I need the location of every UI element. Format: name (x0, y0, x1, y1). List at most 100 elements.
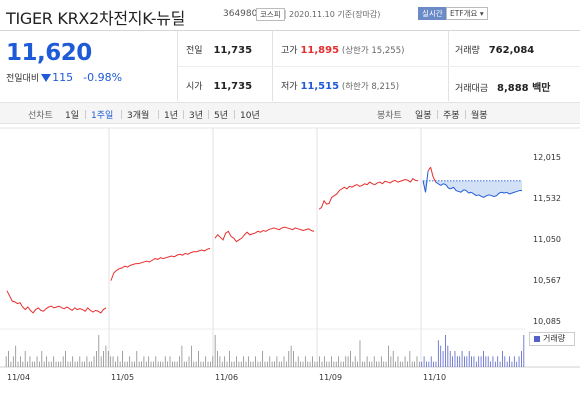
x-tick-label: 11/04 (7, 373, 30, 382)
chart-grid (0, 127, 580, 368)
price-segment (422, 180, 427, 193)
y-tick-label: 10,567 (533, 276, 561, 285)
price-segment (458, 190, 462, 193)
date-text: 2020.11.10 기준(장마감) (289, 10, 381, 19)
price-segment (427, 166, 432, 172)
volume-legend-label: 거래량 (543, 334, 566, 343)
period-1y[interactable]: 1년 (164, 111, 179, 121)
volume-value: 762,084 (488, 45, 535, 56)
high-label: 고가 (281, 46, 298, 56)
period-1w[interactable]: 1주일 (91, 111, 114, 121)
price-segment (470, 191, 475, 195)
price-segment (511, 191, 515, 194)
stock-code: 364980 (223, 9, 258, 19)
period-10y[interactable]: 10년 (240, 111, 260, 121)
divider (0, 30, 580, 31)
divider (121, 110, 122, 119)
low-cell: 저가 11,515 (하한가 8,215) (281, 79, 399, 92)
period-1d[interactable]: 1일 (65, 111, 80, 121)
price-segment (425, 170, 429, 193)
volume-legend-swatch (534, 336, 540, 342)
price-segment (496, 192, 500, 197)
price-segment (430, 167, 434, 178)
price-line-11/04 (6, 290, 107, 314)
price-segment (468, 191, 472, 194)
y-tick-label: 11,050 (533, 235, 561, 244)
divider (178, 66, 580, 67)
y-tick-label: 10,085 (533, 317, 561, 326)
price-segment (443, 183, 447, 186)
below-reference-fill (423, 180, 522, 198)
prev-close-cell: 전일 11,735 (186, 43, 252, 56)
y-tick-label: 12,015 (533, 153, 561, 162)
price-segment (432, 176, 437, 183)
period-5y[interactable]: 5년 (214, 111, 229, 121)
divider (177, 31, 178, 101)
price-segment (506, 191, 510, 195)
market-badge: 코스피 (256, 8, 285, 21)
price-line-11/09 (318, 177, 419, 210)
price-segment (514, 190, 518, 193)
x-tick-label: 11/05 (111, 373, 134, 382)
price-segment (504, 191, 507, 194)
divider (465, 110, 466, 119)
divider (437, 110, 438, 119)
candle-chart-label: 봉차트 (377, 111, 402, 121)
realtime-button[interactable]: 실시간 (418, 7, 447, 20)
price-segment (501, 191, 505, 194)
price-segment (450, 186, 454, 190)
candle-monthly[interactable]: 월봉 (471, 111, 488, 121)
amount-value: 8,888 백만 (497, 83, 551, 94)
price-segment (493, 195, 497, 197)
x-tick-label: 11/09 (319, 373, 342, 382)
price-segment (463, 189, 467, 192)
divider (158, 110, 159, 119)
period-bar: 선차트 1일 1주일 3개월 1년 3년 5년 10년 봉차트 일봉 주봉 월봉 (0, 102, 580, 124)
price-segment (483, 195, 487, 198)
open-cell: 시가 11,735 (186, 79, 252, 92)
volume-legend: 거래량 (529, 332, 575, 346)
period-3m[interactable]: 3개월 (127, 111, 150, 121)
stock-name[interactable]: TIGER KRX2차전지K-뉴딜 (6, 9, 186, 28)
price-line-11/05 (110, 247, 211, 281)
x-tick-label: 11/06 (215, 373, 238, 382)
price-segment (437, 183, 442, 186)
candle-daily[interactable]: 일봉 (415, 111, 432, 121)
price-lines (6, 166, 522, 314)
low-label: 저가 (281, 82, 298, 92)
price-segment (488, 194, 492, 197)
price-segment (435, 181, 439, 185)
volume-label: 거래량 (455, 46, 480, 56)
price-segment (491, 195, 495, 197)
candle-weekly[interactable]: 주봉 (443, 111, 460, 121)
current-price: 11,620 (6, 40, 92, 66)
divider-icon (285, 10, 287, 19)
volume-cell: 거래량 762,084 (455, 43, 534, 56)
y-tick-label: 11,532 (533, 194, 561, 203)
price-segment (455, 190, 459, 192)
low-value: 11,515 (300, 81, 340, 92)
price-segment (473, 193, 477, 197)
change-value: 115 (52, 71, 74, 84)
amount-cell: 거래대금 8,888 백만 (455, 79, 551, 94)
high-value: 11,895 (300, 45, 340, 56)
price-segment (445, 184, 449, 189)
price-change: 전일대비 115 -0.98% (6, 71, 122, 84)
price-segment (476, 194, 480, 197)
x-tick-label: 11/10 (423, 373, 446, 382)
open-label: 시가 (186, 82, 203, 92)
divider (234, 110, 235, 119)
amount-label: 거래대금 (455, 84, 489, 94)
price-segment (448, 187, 452, 190)
high-cell: 고가 11,895 (상한가 15,255) (281, 43, 404, 56)
price-segment (440, 183, 444, 186)
etf-overview-button[interactable]: ETF개요 ▾ (446, 7, 488, 20)
period-3y[interactable]: 3년 (189, 111, 204, 121)
below-reference-area (423, 180, 522, 198)
divider (85, 110, 86, 119)
open-value: 11,735 (213, 81, 253, 92)
volume-bars (5, 335, 525, 367)
change-label: 전일대비 (6, 74, 40, 84)
